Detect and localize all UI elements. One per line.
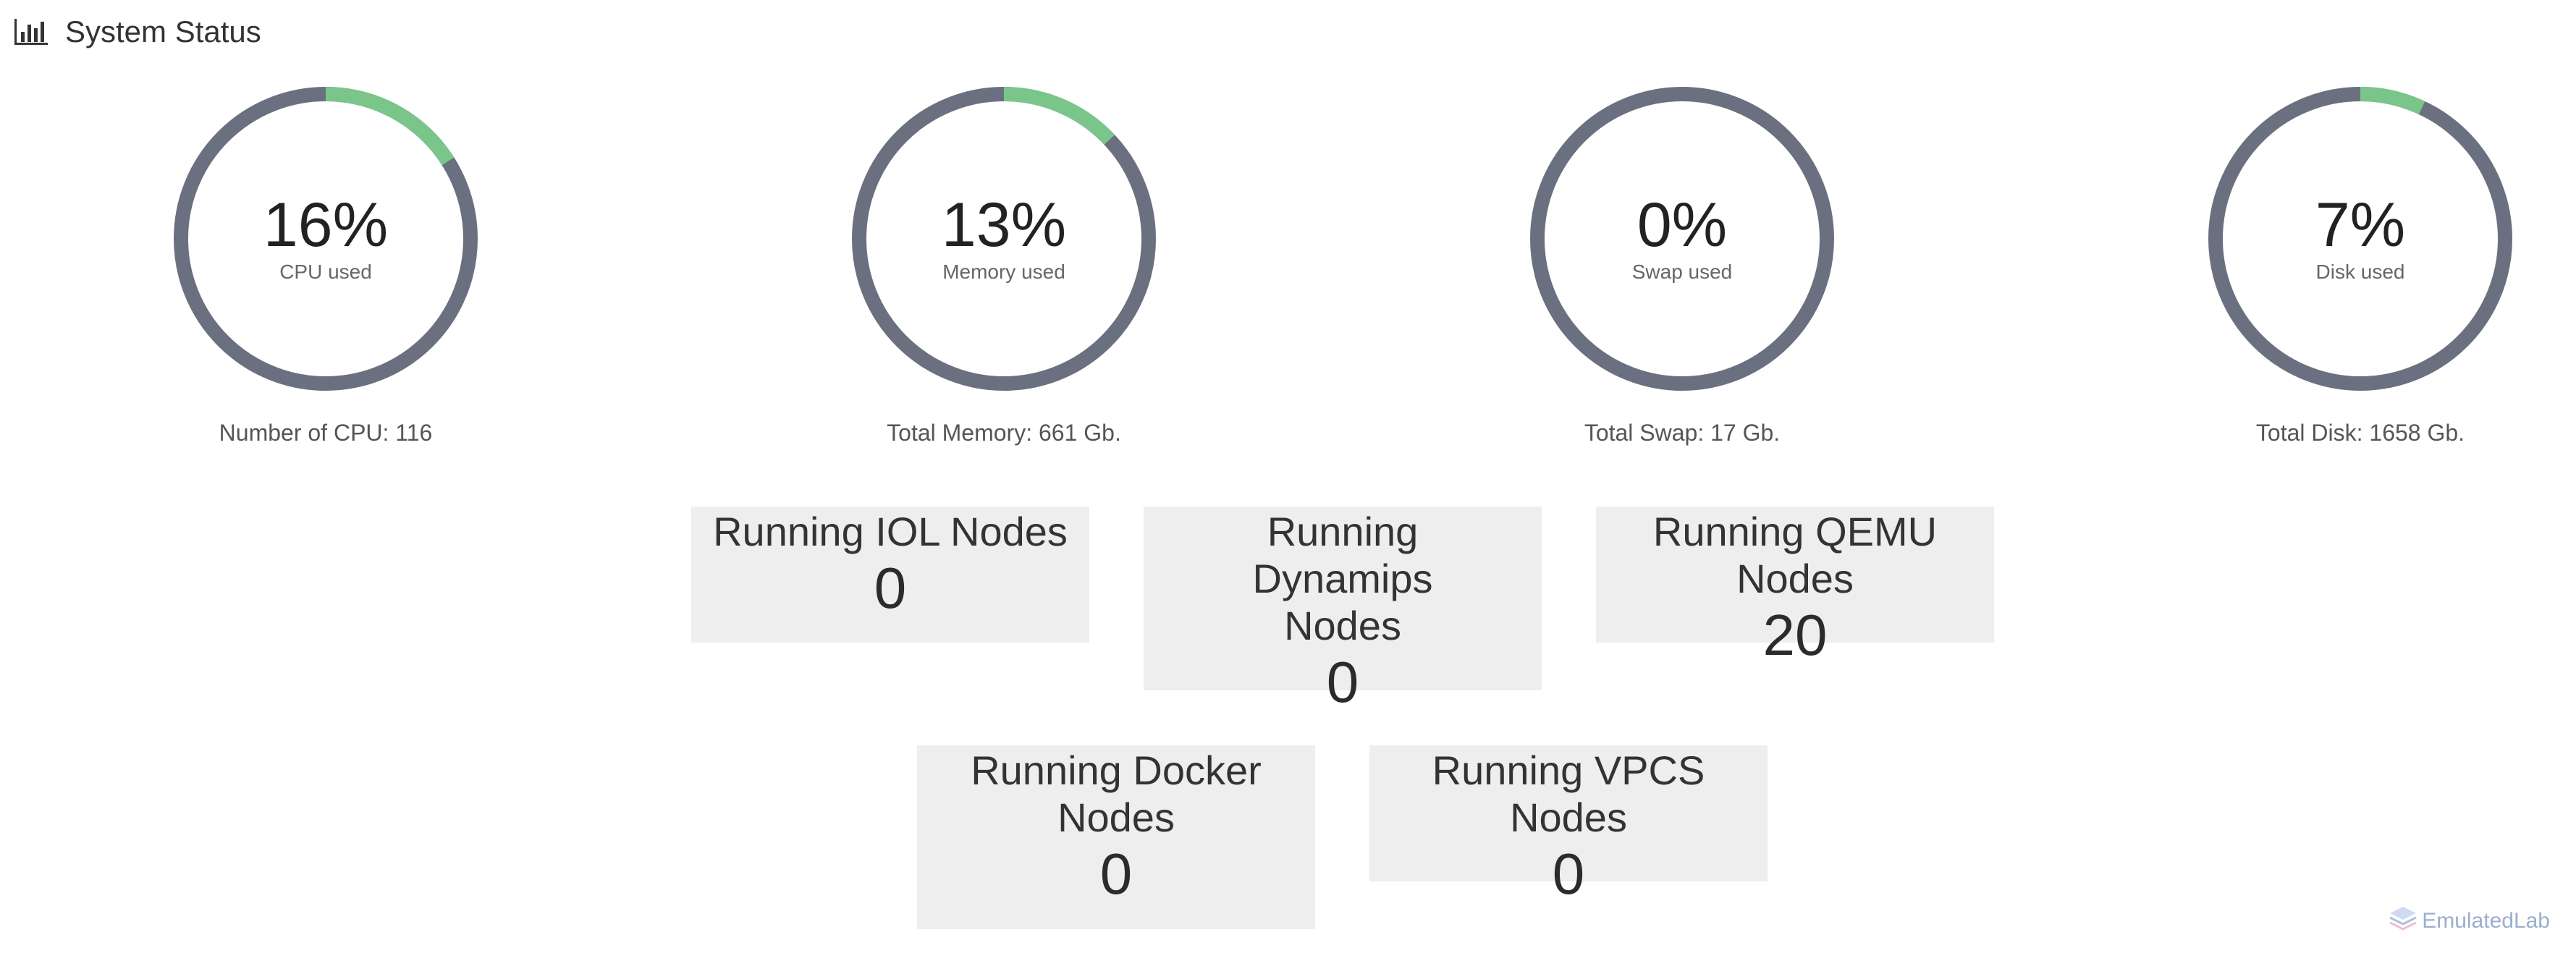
- tile-docker-nodes: Running Docker Nodes 0: [917, 745, 1315, 929]
- gauge-memory: 13% Memory used Total Memory: 661 Gb.: [837, 80, 1170, 456]
- gauge-disk: 7% Disk used Total Disk: 1658 Gb.: [2194, 80, 2527, 456]
- layers-logo-icon: [2389, 905, 2417, 937]
- bar-chart-icon: [13, 17, 49, 46]
- tile-count: 0: [1552, 842, 1585, 906]
- gauge-ring: [174, 87, 478, 391]
- tile-title: Running Dynamips Nodes: [1252, 509, 1433, 648]
- memory-total: Total Memory: 661 Gb.: [887, 420, 1121, 446]
- watermark-text: EmulatedLab: [2422, 909, 2550, 933]
- disk-label: Disk used: [2315, 261, 2405, 283]
- cpu-percent: 16%: [263, 190, 389, 260]
- gauge-ring: [852, 87, 1156, 391]
- watermark: EmulatedLab: [2389, 905, 2550, 937]
- tile-title: Running VPCS Nodes: [1432, 747, 1705, 840]
- page-header: System Status: [13, 10, 261, 54]
- disk-percent: 7%: [2315, 190, 2406, 260]
- gauge-ring: [1530, 87, 1834, 391]
- tile-vpcs-nodes: Running VPCS Nodes 0: [1369, 745, 1768, 906]
- tile-title: Running IOL Nodes: [713, 509, 1068, 554]
- tile-title: Running Docker Nodes: [971, 747, 1262, 840]
- tile-dynamips-nodes: Running Dynamips Nodes 0: [1144, 507, 1542, 714]
- memory-percent: 13%: [941, 190, 1067, 260]
- gauge-ring: [2208, 87, 2512, 391]
- tile-qemu-nodes: Running QEMU Nodes 20: [1596, 507, 1994, 667]
- page-title: System Status: [65, 14, 261, 48]
- memory-label: Memory used: [942, 261, 1065, 283]
- tile-count: 0: [1326, 650, 1359, 714]
- swap-total: Total Swap: 17 Gb.: [1584, 420, 1781, 446]
- swap-label: Swap used: [1631, 261, 1733, 283]
- gauge-swap: 0% Swap used Total Swap: 17 Gb.: [1516, 80, 1849, 456]
- tile-count: 20: [1762, 603, 1828, 667]
- tile-count: 0: [1099, 842, 1133, 906]
- disk-total: Total Disk: 1658 Gb.: [2255, 420, 2465, 446]
- tile-count: 0: [874, 556, 907, 620]
- gauge-cpu: 16% CPU used Number of CPU: 116: [159, 80, 492, 456]
- cpu-total: Number of CPU: 116: [219, 420, 433, 446]
- tile-title: Running QEMU Nodes: [1652, 509, 1938, 601]
- tile-iol-nodes: Running IOL Nodes 0: [691, 507, 1089, 643]
- cpu-label: CPU used: [279, 261, 372, 283]
- swap-percent: 0%: [1637, 190, 1728, 260]
